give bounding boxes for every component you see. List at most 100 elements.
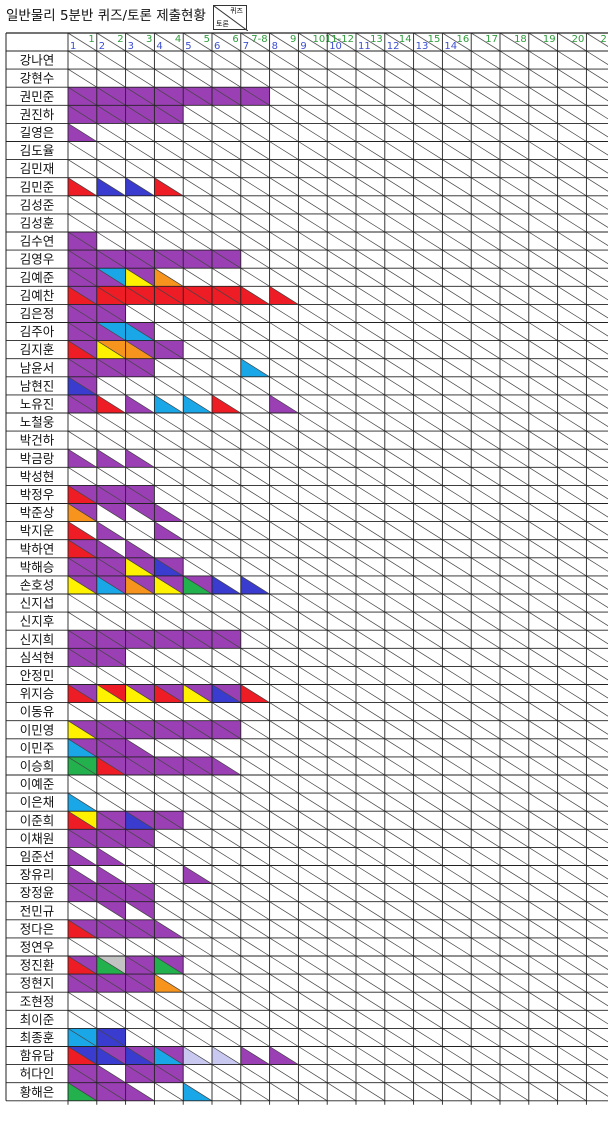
cell-diagonal (67, 648, 97, 667)
cell-diagonal (528, 937, 558, 957)
cell-diagonal (269, 231, 299, 251)
cell-diagonal (240, 503, 270, 522)
cell-diagonal (183, 557, 213, 577)
cell-diagonal (471, 575, 501, 595)
cell-diagonal (211, 340, 241, 359)
cell-diagonal (528, 792, 558, 812)
cell-diagonal (413, 1046, 443, 1065)
cell-diagonal (67, 231, 97, 251)
discussion-number: 4 (156, 41, 162, 52)
cell-diagonal (269, 286, 299, 305)
cell-diagonal (154, 231, 184, 251)
cell-diagonal (442, 810, 472, 830)
cell-diagonal (528, 448, 558, 468)
cell-diagonal (499, 503, 529, 522)
cell-diagonal (96, 756, 126, 776)
quiz-number: 19 (543, 34, 556, 45)
cell-diagonal (442, 231, 472, 251)
quiz-number: 3 (146, 34, 152, 45)
cell-diagonal (442, 213, 472, 233)
cell-diagonal (96, 159, 126, 178)
cell-diagonal (557, 68, 587, 88)
cell-diagonal (384, 1010, 414, 1029)
cell-diagonal (528, 267, 558, 287)
cell-diagonal (125, 1028, 155, 1047)
cell-diagonal (499, 467, 529, 486)
cell-diagonal (183, 123, 213, 142)
cell-diagonal (183, 485, 213, 504)
cell-diagonal (355, 955, 385, 975)
cell-diagonal (154, 792, 184, 812)
cell-diagonal (298, 358, 328, 378)
cell-diagonal (183, 304, 213, 323)
cell-diagonal (471, 539, 501, 559)
cell-diagonal (586, 883, 608, 898)
cell-diagonal (442, 1064, 472, 1083)
student-name: 김은정 (20, 306, 55, 321)
cell-diagonal (327, 1010, 357, 1029)
cell-diagonal (442, 865, 472, 884)
quiz-number: 16 (456, 34, 469, 45)
cell-diagonal (442, 738, 472, 758)
cell-diagonal (154, 304, 184, 323)
cell-diagonal (67, 738, 97, 758)
cell-diagonal (327, 973, 357, 993)
cell-diagonal (183, 159, 213, 178)
student-name: 황해은 (20, 1084, 55, 1099)
cell-diagonal (413, 394, 443, 414)
cell-diagonal (413, 666, 443, 685)
cell-diagonal (240, 521, 270, 540)
cell-diagonal (211, 991, 241, 1011)
cell-diagonal (499, 358, 529, 378)
cell-diagonal (442, 937, 472, 957)
cell-diagonal (96, 684, 126, 703)
cell-diagonal (96, 141, 126, 160)
cell-diagonal (125, 865, 155, 884)
cell-diagonal (67, 756, 97, 776)
cell-diagonal (240, 684, 270, 703)
cell-diagonal (125, 756, 155, 776)
cell-diagonal (586, 955, 608, 970)
cell-diagonal (528, 1082, 558, 1102)
cell-diagonal (154, 865, 184, 884)
cell-diagonal (528, 648, 558, 667)
cell-diagonal (154, 249, 184, 269)
cell-diagonal (240, 937, 270, 957)
cell-diagonal (154, 68, 184, 88)
cell-diagonal (211, 105, 241, 124)
cell-diagonal (586, 1064, 608, 1079)
cell-diagonal (355, 448, 385, 468)
cell-diagonal (67, 973, 97, 993)
cell-diagonal (586, 648, 608, 663)
cell-diagonal (471, 792, 501, 812)
cell-diagonal (327, 1064, 357, 1083)
cell-diagonal (499, 629, 529, 649)
legend-box: 퀴즈 토론 (213, 5, 248, 31)
cell-diagonal (240, 231, 270, 251)
cell-diagonal (499, 286, 529, 305)
student-name: 박지운 (20, 523, 55, 538)
cell-diagonal (384, 394, 414, 414)
cell-diagonal (528, 810, 558, 830)
cell-diagonal (298, 738, 328, 758)
cell-diagonal (211, 847, 241, 866)
cell-diagonal (183, 430, 213, 450)
cell-diagonal (125, 86, 155, 106)
cell-diagonal (528, 1064, 558, 1083)
cell-diagonal (355, 521, 385, 540)
cell-diagonal (125, 394, 155, 414)
cell-diagonal (528, 865, 558, 884)
cell-diagonal (154, 810, 184, 830)
cell-diagonal (183, 286, 213, 305)
cell-diagonal (499, 485, 529, 504)
cell-diagonal (327, 231, 357, 251)
cell-diagonal (528, 123, 558, 142)
cell-diagonal (528, 919, 558, 939)
cell-diagonal (471, 340, 501, 359)
cell-diagonal (384, 249, 414, 269)
cell-diagonal (240, 249, 270, 269)
cell-diagonal (442, 430, 472, 450)
cell-diagonal (442, 286, 472, 305)
cell-diagonal (384, 919, 414, 939)
cell-diagonal (499, 1010, 529, 1029)
